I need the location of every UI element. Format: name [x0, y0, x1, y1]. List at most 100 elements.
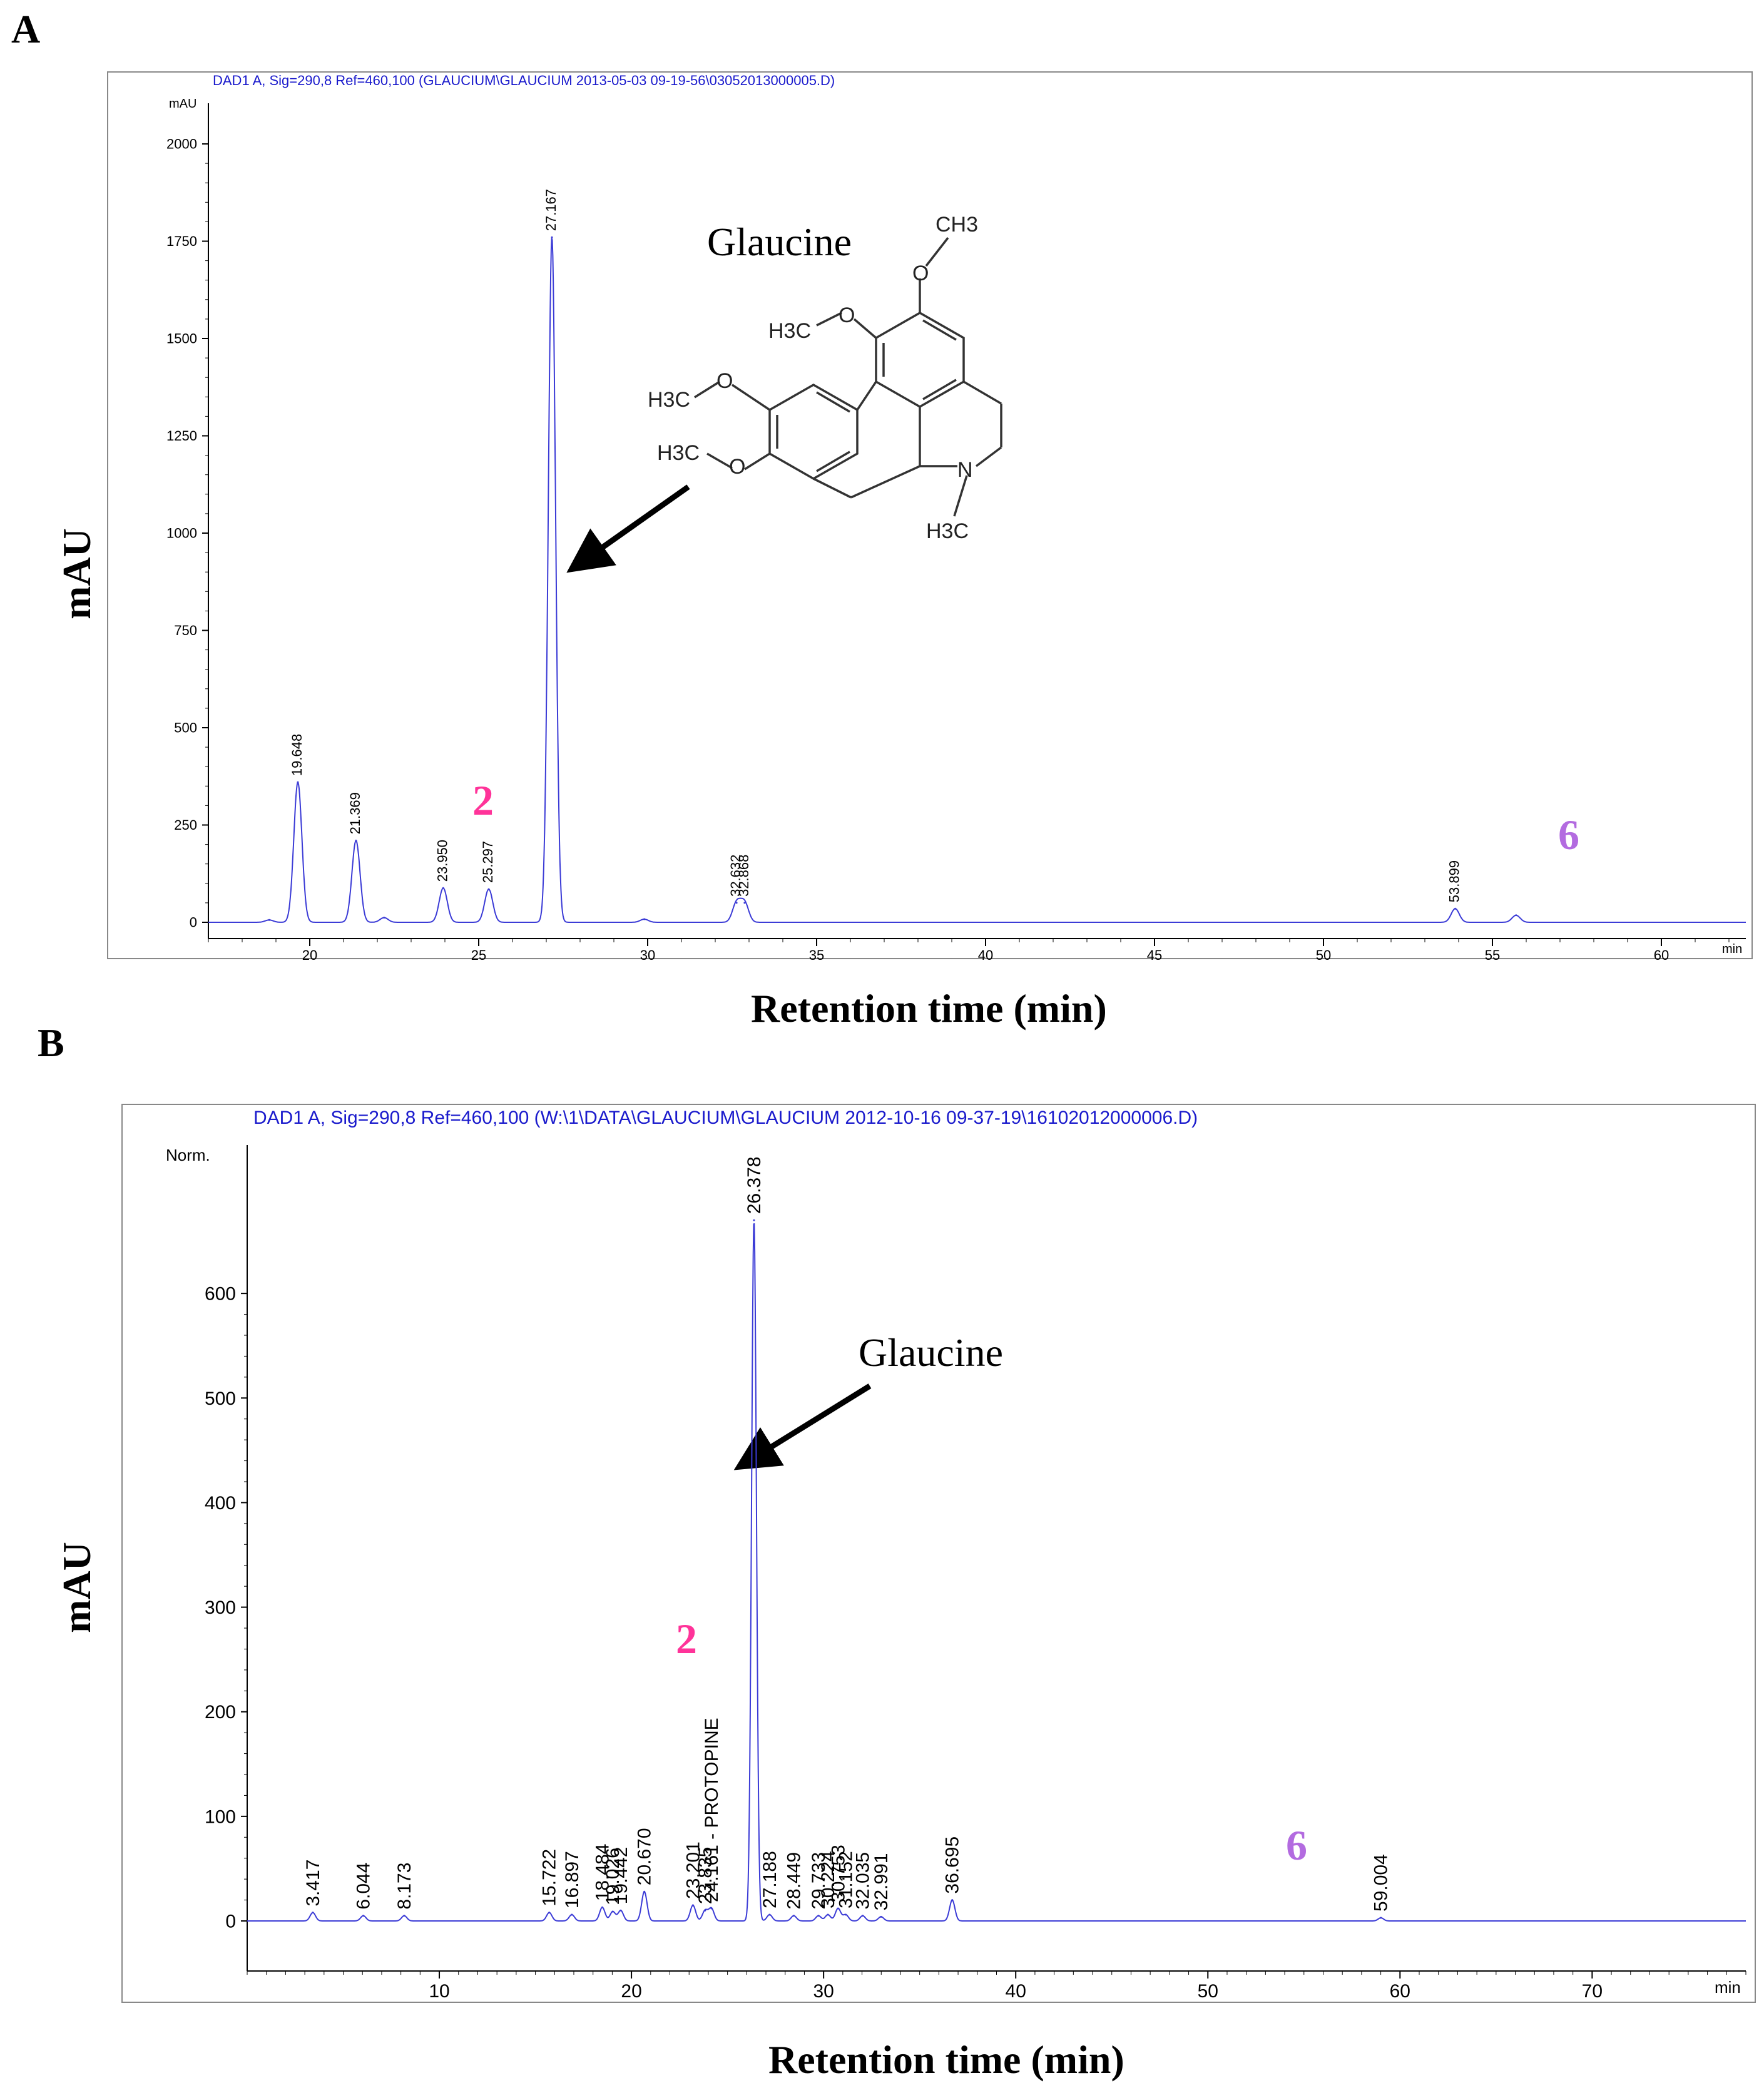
peak-label: 15.722: [539, 1849, 560, 1907]
y-tick-label: 400: [205, 1493, 236, 1514]
x-tick-label: 50: [1198, 1981, 1218, 2002]
peak-point: [643, 918, 646, 920]
y-tick-label: 0: [225, 1912, 236, 1932]
peak-point: [691, 1904, 694, 1907]
x-tick-label: 60: [1390, 1981, 1410, 2002]
struct-label-n: N: [957, 458, 973, 482]
y-tick-label: 300: [205, 1597, 236, 1618]
peak-label: 32.868: [736, 855, 752, 897]
peak-label: 29.733: [808, 1852, 829, 1910]
peak-point: [1515, 914, 1517, 917]
glaucine-arrow-a: [566, 484, 690, 573]
peak-point: [845, 1913, 847, 1916]
x-tick-label: 45: [1147, 947, 1162, 963]
panel-b-peak-labels: 3.417 6.044 8.173 15.722 16.897 18.48419.0261…: [303, 1156, 1392, 1912]
peak-point: [710, 1907, 713, 1910]
compound-name-a: Glaucine: [707, 220, 852, 264]
peak-point: [362, 1915, 365, 1917]
peak-label: 19.442: [611, 1847, 631, 1905]
peak-label: 59.004: [1371, 1854, 1392, 1912]
peak-label: 27.167: [543, 189, 559, 231]
peak-label: 23.835: [695, 1847, 716, 1905]
x-tick-label: 10: [429, 1981, 449, 2002]
y-tick-label: 2000: [166, 136, 197, 152]
peak-point: [951, 1899, 954, 1902]
peak-label: 30.224: [818, 1851, 839, 1908]
panel-a-x-unit: min: [1722, 942, 1742, 956]
x-tick-label: 25: [471, 947, 486, 963]
peak-label: 32.035: [853, 1852, 874, 1910]
y-tick-label: 200: [205, 1702, 236, 1723]
y-tick-label: 0: [190, 915, 197, 930]
x-tick-label: 35: [809, 947, 824, 963]
y-tick-label: 1750: [166, 233, 197, 249]
marker-6-a: 6: [1558, 811, 1579, 858]
x-tick-label: 30: [640, 947, 655, 963]
y-tick-label: 1500: [166, 331, 197, 347]
peak-point: [312, 1912, 314, 1914]
peak-point: [383, 917, 385, 919]
peak-label: 16.897: [562, 1851, 583, 1908]
compound-name-b: Glaucine: [859, 1330, 1003, 1375]
chromatogram-trace: [208, 238, 1746, 923]
peak-point: [1454, 907, 1457, 910]
glaucine-structure: [694, 237, 1002, 517]
peak-point: [753, 1219, 755, 1221]
peak-label: 36.695: [942, 1836, 963, 1894]
peak-point: [487, 888, 490, 890]
struct-label-o-1: O: [912, 262, 929, 285]
y-tick-label: 1000: [166, 526, 197, 541]
marker-6-b: 6: [1286, 1821, 1307, 1869]
peak-point: [704, 1909, 706, 1912]
panel-b-axes: 0 100 200 300 400 500 600 10 20 30 40 50 60 70: [205, 1145, 1746, 2002]
peak-point: [768, 1913, 771, 1916]
panel-a-header: DAD1 A, Sig=290,8 Ref=460,100 (GLAUCIUM\…: [213, 73, 835, 88]
peak-point: [551, 236, 553, 238]
peak-label: 20.670: [635, 1828, 655, 1885]
peak-label: 30.753: [828, 1845, 849, 1902]
y-tick-label: 600: [205, 1284, 236, 1305]
x-tick-label: 30: [813, 1981, 834, 2002]
x-tick-label: 60: [1654, 947, 1669, 963]
x-axis-label-b: Retention time (min): [768, 2037, 1124, 2082]
struct-label-o-3: O: [716, 369, 733, 393]
y-tick-label: 250: [174, 817, 197, 833]
marker-2-a: 2: [472, 777, 494, 824]
panel-letter-b: B: [38, 1021, 64, 1065]
peak-label: 23.950: [434, 840, 450, 882]
struct-label-h3c-2: H3C: [648, 388, 690, 412]
panel-a-peak-labels: 19.648 21.369 23.950 25.297 27.167 32.63232.8…: [289, 189, 1462, 902]
peak-point: [548, 1912, 551, 1914]
peak-point: [442, 887, 444, 889]
peak-point: [1380, 1917, 1382, 1919]
peak-label: 21.369: [347, 792, 363, 834]
peak-point: [817, 1915, 820, 1917]
peak-label: 26.378: [744, 1156, 765, 1214]
struct-label-o-2: O: [839, 303, 855, 327]
panel-b-x-unit: min: [1715, 1978, 1741, 1997]
panel-b-unit-label: Norm.: [166, 1146, 210, 1164]
glaucine-structure-labels: CH3 O H3C O H3C O H3C O N H3C: [648, 213, 978, 543]
peak-point: [643, 1890, 646, 1893]
peak-point: [837, 1907, 839, 1910]
peak-point: [268, 919, 270, 921]
panel-b-trace: [247, 1219, 1746, 1922]
panel-a-unit-label: mAU: [169, 97, 196, 111]
peak-point: [880, 1915, 882, 1918]
x-axis-label-a: Retention time (min): [751, 986, 1107, 1031]
peak-label: 32.632: [728, 855, 743, 897]
x-tick-label: 70: [1582, 1981, 1603, 2002]
x-tick-label: 40: [978, 947, 993, 963]
struct-label-h3c-4: H3C: [926, 519, 969, 543]
peak-point: [827, 1913, 829, 1916]
struct-label-o-4: O: [729, 455, 745, 479]
peak-point: [601, 1906, 604, 1908]
peak-label: 23.201: [683, 1841, 703, 1899]
peak-point: [355, 839, 357, 842]
struct-label-h3c-1: H3C: [768, 319, 811, 343]
peak-point: [743, 902, 746, 904]
x-tick-label: 55: [1485, 947, 1500, 963]
peak-point: [619, 1909, 622, 1912]
